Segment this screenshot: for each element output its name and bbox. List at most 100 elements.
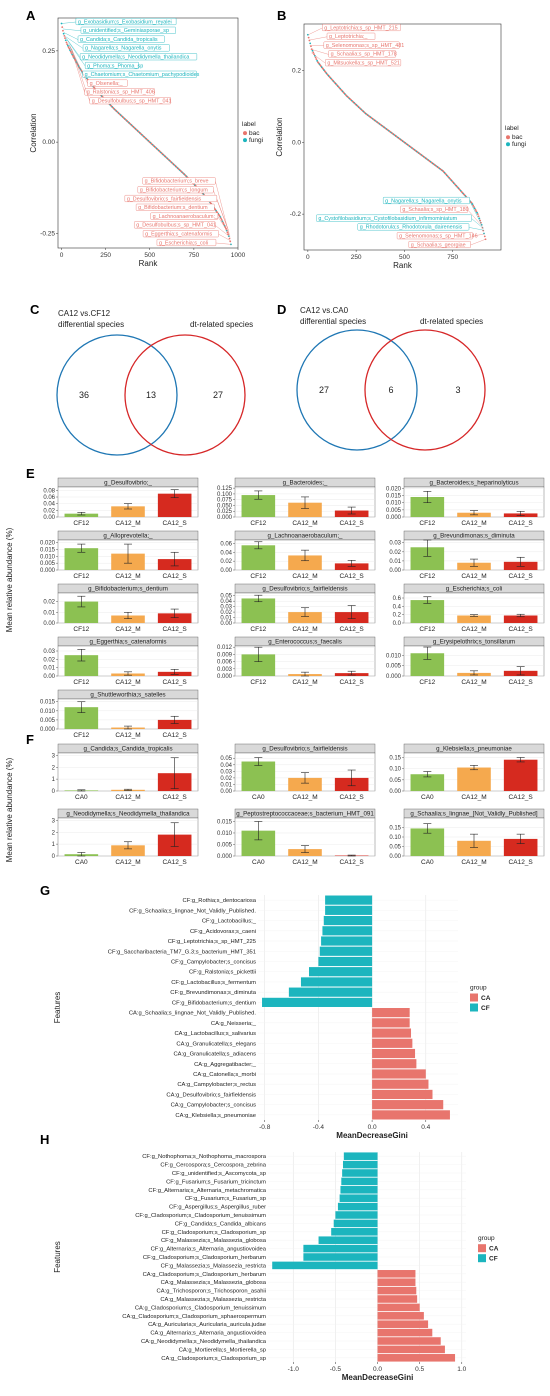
callout-box bbox=[89, 97, 171, 105]
x-tick-label: CF12 bbox=[419, 573, 435, 580]
x-axis-title: MeanDecreaseGini bbox=[342, 1373, 414, 1382]
y-axis-title: Correlation bbox=[275, 117, 284, 156]
x-tick-label: -1.0 bbox=[288, 1366, 300, 1373]
legend-label: CA bbox=[489, 1246, 499, 1253]
x-tick-label: CA12_M bbox=[461, 794, 486, 801]
feature-label: CF:g_Acidovorax;s_caeni bbox=[190, 929, 256, 935]
bar bbox=[111, 506, 145, 517]
y-tick-label: 0.00 bbox=[220, 789, 232, 795]
bar bbox=[321, 936, 373, 946]
x-tick-label: CA12_M bbox=[292, 520, 317, 527]
feature-label: CA:g_Cladosporium;s_Cladosporium_sphaero… bbox=[122, 1314, 266, 1320]
y-tick-label: 0.02 bbox=[220, 559, 232, 565]
bar bbox=[111, 615, 145, 623]
x-axis-title: Rank bbox=[393, 261, 413, 270]
facet-title: g_Eggerthia;s_catenaformis bbox=[89, 639, 166, 646]
facet-title: g_Escherichia;s_coli bbox=[446, 586, 502, 593]
feature-label: CA:g_Granulicatella;s_elegans bbox=[176, 1041, 256, 1047]
correlation-rank-plot-a: 0 250 500 750 1000 -0.25 0.00 0.25 Rank Correlati… bbox=[29, 17, 263, 268]
x-tick-label: CF12 bbox=[250, 679, 266, 686]
feature-label: CA:g_Catonella;s_morbi bbox=[193, 1072, 256, 1078]
facet-title: g_Alloprevotella;_ bbox=[103, 533, 153, 540]
data-point bbox=[471, 203, 474, 205]
y-tick-label: 0.125 bbox=[217, 486, 233, 492]
y-tick-label: 0.00 bbox=[389, 789, 401, 795]
y-tick-label: 0.009 bbox=[217, 652, 233, 658]
y-tick-label: 0.005 bbox=[386, 508, 402, 514]
data-point bbox=[228, 237, 231, 240]
x-tick-label: CA12_S bbox=[340, 794, 365, 801]
bar bbox=[64, 601, 99, 623]
callout-label: g_Selenomonas;s_sp_HMT_481 bbox=[326, 43, 405, 49]
y-tick-label: 0 bbox=[52, 789, 56, 795]
legend-title: label bbox=[242, 121, 256, 128]
venn-diagram-c: CA12 vs.CF12 differential species dt-relat… bbox=[56, 309, 253, 456]
panel-letter-e: E bbox=[26, 466, 35, 481]
y-tick-label: 0.04 bbox=[220, 599, 232, 605]
facet-title: g_Erysipelothrix;s_tonsillarum bbox=[433, 639, 515, 646]
x-tick-label: CF12 bbox=[419, 679, 435, 686]
facet-title: g_Candida;s_Candida_tropicalis bbox=[83, 746, 172, 753]
venn-title-right: dt-related species bbox=[420, 317, 483, 326]
callout-box bbox=[124, 194, 218, 202]
callout-label: g_Leptotrichia;s_sp_HMT_215 bbox=[324, 25, 397, 31]
y-tick-label: 0.10 bbox=[389, 767, 401, 773]
bar bbox=[319, 946, 373, 956]
feature-label: CA:g_Desulfovibrio;s_fairfieldensis bbox=[166, 1092, 256, 1098]
x-tick-label: 750 bbox=[188, 252, 199, 259]
y-tick-label: 0.02 bbox=[43, 657, 55, 663]
bar bbox=[377, 1328, 433, 1337]
y-tick-label: 0.04 bbox=[220, 763, 232, 769]
y-tick-label: 0.00 bbox=[220, 621, 232, 627]
y-tick-label: 0.05 bbox=[389, 778, 401, 784]
x-tick-label: CA12_M bbox=[115, 859, 140, 866]
x-tick-label: CA12_M bbox=[292, 626, 317, 633]
bar bbox=[288, 777, 322, 791]
x-tick-label: 250 bbox=[351, 254, 362, 261]
callout-label: g_Rhodotorula;s_Rhodotorula_dairenensis bbox=[360, 225, 463, 231]
feature-label: CF:g_Lactobacillus;_ bbox=[202, 919, 257, 925]
venn-title-left: CA12 vs.CF12 bbox=[58, 309, 111, 318]
data-point bbox=[307, 36, 310, 39]
x-axis-title: Rank bbox=[139, 259, 159, 268]
x-axis-title: MeanDecreaseGini bbox=[336, 1131, 408, 1140]
feature-label: CA:g_Cladosporium;s_Cladosporium_tenuiss… bbox=[135, 1305, 266, 1311]
callout-leader bbox=[310, 48, 329, 55]
callout-box bbox=[134, 221, 216, 229]
x-tick-label: CF12 bbox=[73, 679, 89, 686]
feature-label: CF:g_Fusarium;s_Fusarium_tricinctum bbox=[166, 1179, 266, 1185]
y-tick-label: 0.075 bbox=[217, 498, 233, 504]
callout-label: g_Schaalia;s_sp_HMT_180 bbox=[402, 207, 468, 213]
legend-swatch bbox=[478, 1254, 486, 1263]
y-tick-label: 0.020 bbox=[386, 486, 402, 492]
callout-leader bbox=[216, 198, 229, 232]
y-tick-label: 0.01 bbox=[389, 559, 401, 565]
y-tick-label: 0.04 bbox=[43, 502, 55, 508]
feature-label: CF:g_Malassezia;s_Malassezia_restricta bbox=[161, 1263, 267, 1269]
callout-leader bbox=[61, 21, 76, 24]
y-axis-title: Mean relative abundance (%) bbox=[5, 757, 14, 862]
y-tick-label: 0.000 bbox=[386, 674, 402, 680]
x-tick-label: CA12_M bbox=[461, 520, 486, 527]
data-point bbox=[62, 32, 65, 35]
x-tick-label: CA12_M bbox=[115, 573, 140, 580]
x-tick-label: CA12_M bbox=[461, 626, 486, 633]
data-point bbox=[477, 215, 480, 218]
bar bbox=[309, 967, 373, 977]
bar bbox=[340, 1186, 378, 1194]
panel-letter-f: F bbox=[26, 732, 34, 747]
callout-label: g_Desulfobulbus;s_sp_HMT_041 bbox=[136, 223, 216, 229]
facet-title: g_Enterococcus;s_faecalis bbox=[268, 639, 342, 646]
callout-leader bbox=[215, 225, 231, 238]
y-tick-label: 0.020 bbox=[40, 541, 56, 547]
data-point bbox=[61, 26, 64, 29]
bar bbox=[372, 1008, 410, 1018]
x-tick-label: CF12 bbox=[419, 626, 435, 633]
feature-label: CA:g_Aggregatibacter;_ bbox=[194, 1062, 257, 1068]
facet-title: g_Neodidymella;s_Neodidymella_thailandic… bbox=[66, 811, 190, 818]
feature-label: CF:g_Lactobacillus;s_fermentum bbox=[171, 980, 256, 986]
y-tick-label: 0.4 bbox=[393, 604, 402, 610]
feature-label: CA:g_Klebsiella;s_pneumoniae bbox=[175, 1113, 256, 1119]
y-tick-label: 0.25 bbox=[42, 48, 55, 55]
feature-label: CF:g_Malassezia;s_Malassezia_globosa bbox=[161, 1238, 267, 1244]
